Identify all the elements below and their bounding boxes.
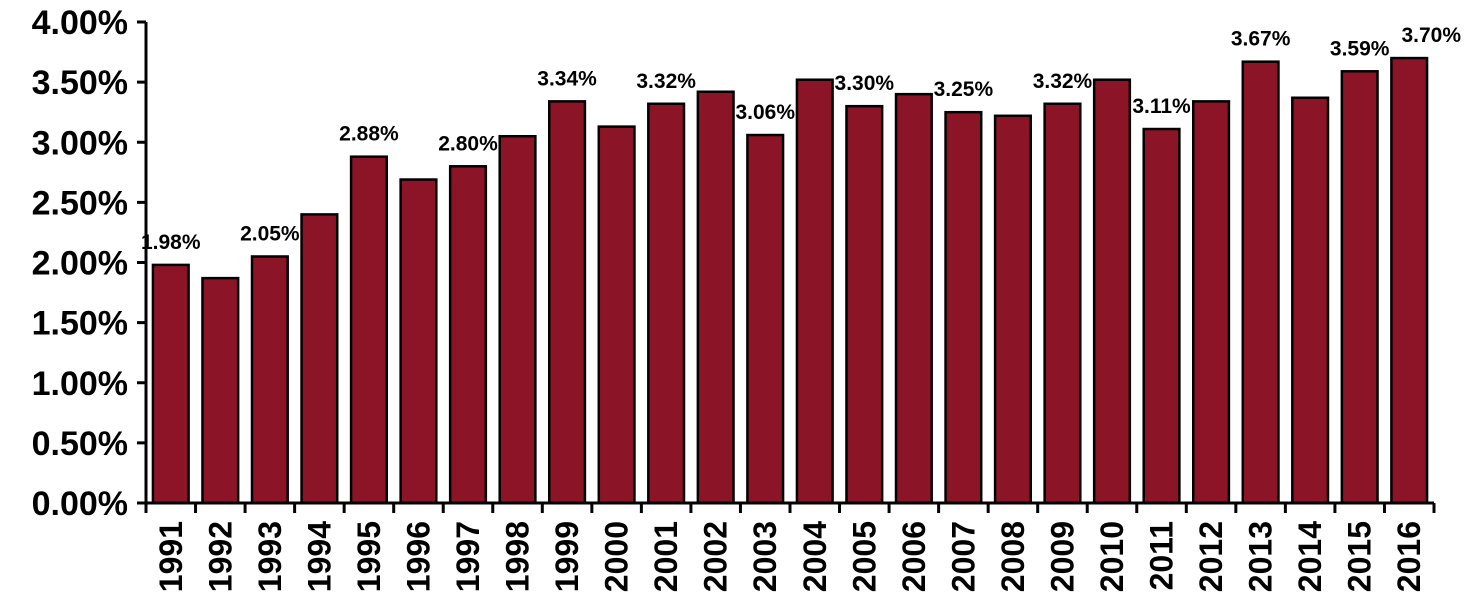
bar-2014 bbox=[1291, 96, 1330, 505]
data-label-1995: 2.88% bbox=[339, 123, 399, 146]
bar-1998 bbox=[498, 134, 537, 505]
data-label-2001: 3.32% bbox=[636, 70, 696, 93]
bar-2013 bbox=[1241, 60, 1280, 505]
bar-1995 bbox=[349, 155, 389, 505]
y-tick-label: 0.00% bbox=[32, 485, 128, 523]
data-label-2005: 3.30% bbox=[835, 72, 895, 95]
x-tick-label: 1993 bbox=[252, 521, 288, 592]
x-tick-label: 2009 bbox=[1044, 521, 1080, 592]
data-label-2016: 3.70% bbox=[1401, 24, 1461, 47]
x-tick-label: 2008 bbox=[995, 521, 1031, 592]
x-tick-label: 2001 bbox=[648, 521, 684, 592]
data-label-2007: 3.25% bbox=[934, 78, 994, 101]
data-label-1999: 3.34% bbox=[537, 67, 597, 90]
data-label-2003: 3.06% bbox=[735, 101, 795, 124]
x-tick-label: 2004 bbox=[797, 521, 833, 592]
bar-2010 bbox=[1092, 78, 1132, 505]
data-label-1993: 2.05% bbox=[240, 222, 300, 245]
x-tick-label: 2003 bbox=[747, 521, 783, 592]
x-tick-label: 1999 bbox=[549, 521, 585, 592]
bar-2009 bbox=[1043, 102, 1082, 505]
data-label-2009: 3.32% bbox=[1033, 70, 1093, 93]
data-label-1991: 1.98% bbox=[141, 231, 201, 254]
bar-2001 bbox=[647, 102, 686, 505]
bar-1992 bbox=[201, 276, 240, 505]
bar-2004 bbox=[795, 78, 834, 505]
y-tick-label: 3.00% bbox=[32, 124, 128, 162]
bar-1991 bbox=[151, 263, 190, 505]
x-tick-label: 1998 bbox=[500, 521, 536, 592]
bar-1997 bbox=[448, 165, 488, 505]
bar-2006 bbox=[894, 92, 933, 505]
bar-2011 bbox=[1142, 127, 1181, 505]
data-label-2011: 3.11% bbox=[1132, 95, 1191, 118]
x-tick-label: 2000 bbox=[599, 521, 635, 592]
x-tick-label: 2007 bbox=[945, 521, 981, 592]
bar-2000 bbox=[597, 125, 636, 505]
x-tick-label: 2014 bbox=[1292, 521, 1328, 592]
data-label-2013: 3.67% bbox=[1231, 28, 1291, 51]
x-tick-label: 2002 bbox=[698, 521, 734, 592]
x-tick-label: 1996 bbox=[400, 521, 436, 592]
x-tick-label: 2015 bbox=[1342, 521, 1378, 592]
x-tick-label: 2010 bbox=[1094, 521, 1130, 592]
y-tick-label: 3.50% bbox=[32, 64, 128, 102]
bar-2008 bbox=[993, 114, 1033, 505]
y-tick-label: 2.50% bbox=[32, 184, 128, 222]
y-tick-label: 0.50% bbox=[32, 425, 128, 463]
x-tick-label: 1992 bbox=[202, 521, 238, 592]
bar-1996 bbox=[399, 178, 438, 505]
bar-2003 bbox=[746, 133, 785, 505]
y-tick-label: 2.00% bbox=[32, 245, 128, 283]
bar-2007 bbox=[944, 110, 983, 505]
bar-2002 bbox=[696, 90, 735, 505]
x-tick-label: 2005 bbox=[846, 521, 882, 592]
bar-2016 bbox=[1390, 56, 1429, 505]
x-tick-label: 1997 bbox=[450, 521, 486, 592]
bar-1999 bbox=[547, 100, 587, 505]
data-label-2015: 3.59% bbox=[1330, 37, 1390, 60]
bar-1994 bbox=[300, 213, 339, 505]
x-tick-label: 2011 bbox=[1144, 521, 1180, 590]
x-tick-label: 2006 bbox=[896, 521, 932, 592]
bar-2005 bbox=[845, 104, 884, 505]
bar-1993 bbox=[250, 255, 289, 505]
bars-layer bbox=[151, 56, 1429, 505]
x-tick-label: 1994 bbox=[301, 521, 337, 592]
y-tick-label: 1.00% bbox=[32, 365, 128, 403]
labels-layer: 1.98% 2.05% 2.88% 2.80% 3.34% 3.32% 3.06% 3.30%… bbox=[141, 24, 1461, 254]
bar-2012 bbox=[1191, 100, 1231, 505]
axes-layer: 0.00% 0.50% 1.00% 1.50% 2.00% 2.50% 3.00% 3.50%… bbox=[32, 4, 1436, 592]
x-tick-label: 1991 bbox=[153, 521, 189, 592]
y-tick-label: 4.00% bbox=[32, 4, 128, 42]
x-tick-label: 2016 bbox=[1391, 521, 1427, 592]
y-tick-label: 1.50% bbox=[32, 305, 128, 343]
x-tick-label: 1995 bbox=[351, 521, 387, 592]
x-tick-label: 2012 bbox=[1193, 521, 1229, 592]
x-tick-label: 2013 bbox=[1243, 521, 1279, 592]
bar-2015 bbox=[1340, 70, 1379, 505]
data-label-1997: 2.80% bbox=[438, 132, 498, 155]
